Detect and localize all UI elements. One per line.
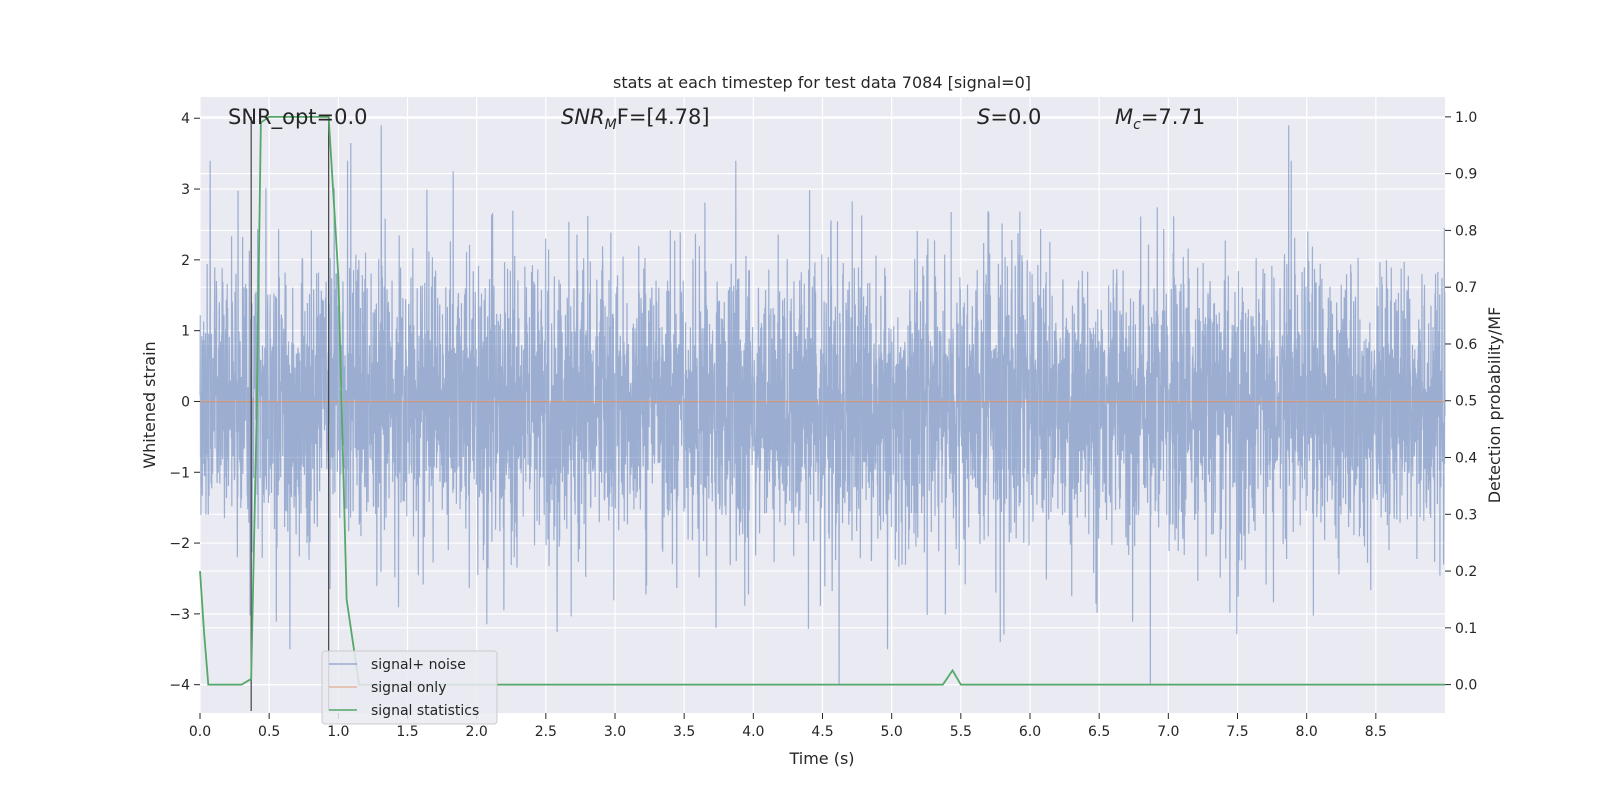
- marker-lines: [250, 117, 330, 711]
- annotation-snr-mf-rest: F=[4.78]: [617, 105, 710, 129]
- y2-tick-label: 0.1: [1455, 621, 1477, 637]
- line-signal-noise: [199, 125, 1446, 685]
- y2-tick-label: 1.0: [1455, 110, 1477, 126]
- x-tick-label: 0.5: [258, 724, 280, 740]
- x-tick-label: 7.5: [1226, 724, 1248, 740]
- x-tick-label: 1.5: [396, 724, 418, 740]
- x-tick-label: 5.5: [950, 724, 972, 740]
- chart-title: stats at each timestep for test data 708…: [613, 73, 1031, 92]
- y-tick-label: −1: [169, 465, 190, 481]
- x-tick-label: 3.5: [673, 724, 695, 740]
- y-tick-label: 1: [181, 324, 190, 340]
- series-signal-noise: [199, 125, 1446, 685]
- x-axis-title: Time (s): [788, 749, 854, 768]
- y2-tick-label: 0.6: [1455, 337, 1477, 353]
- y-tick-label: 0: [181, 394, 190, 410]
- y2-tick-label: 0.9: [1455, 167, 1477, 183]
- x-tick-label: 2.5: [535, 724, 557, 740]
- x-tick-label: 3.0: [604, 724, 626, 740]
- y-tick-label: 4: [181, 111, 190, 127]
- annotation-snr-opt: SNR_opt=0.0: [228, 105, 368, 130]
- y2-tick-label: 0.0: [1455, 678, 1477, 694]
- annotation-s-stat: S=0.0: [977, 105, 1041, 129]
- x-tick-label: 5.0: [881, 724, 903, 740]
- y2-tick-label: 0.7: [1455, 280, 1477, 296]
- x-tick-label: 6.5: [1088, 724, 1110, 740]
- x-axis-ticks: 0.0 0.5 1.0 1.5 2.0 2.5 3.0 3.5 4.0 4.5 5.0 5.5 6.0 6…: [189, 713, 1387, 740]
- y-tick-label: −3: [169, 607, 190, 623]
- legend-label-signal-statistics: signal statistics: [371, 703, 479, 719]
- x-tick-label: 2.0: [466, 724, 488, 740]
- annotation-mc: Mc=7.71: [1115, 105, 1205, 133]
- legend-label-signal-noise: signal+ noise: [371, 657, 466, 673]
- annotation-mc-sub: c: [1133, 117, 1141, 133]
- x-tick-label: 8.0: [1296, 724, 1318, 740]
- y2-tick-label: 0.5: [1455, 394, 1477, 410]
- y2-tick-label: 0.3: [1455, 507, 1477, 523]
- x-tick-label: 7.0: [1157, 724, 1179, 740]
- y2-tick-label: 0.2: [1455, 564, 1477, 580]
- y-tick-label: 2: [181, 253, 190, 269]
- annotation-snr-mf: SNRMF=[4.78]: [561, 105, 710, 133]
- y-tick-label: 3: [181, 182, 190, 198]
- legend-label-signal-only: signal only: [371, 680, 446, 696]
- y-axis-left-ticks: 4 3 2 1 0 −1 −2 −3 −4: [169, 111, 200, 694]
- y2-tick-label: 0.4: [1455, 451, 1477, 467]
- y-tick-label: −4: [169, 678, 190, 694]
- annotation-s-stat-base: S: [977, 105, 990, 129]
- annotation-mc-base: M: [1115, 105, 1133, 129]
- annotation-s-stat-rest: =0.0: [990, 105, 1041, 129]
- x-tick-label: 1.0: [327, 724, 349, 740]
- y-axis-right-ticks: 1.0 0.9 0.8 0.7 0.6 0.5 0.4 0.3 0.2 0.1 0.0: [1445, 110, 1477, 694]
- x-tick-label: 6.0: [1019, 724, 1041, 740]
- annotation-mc-rest: =7.71: [1141, 105, 1205, 129]
- y-axis-right-title: Detection probability/MF: [1485, 307, 1504, 504]
- x-tick-label: 8.5: [1365, 724, 1387, 740]
- x-tick-label: 4.5: [811, 724, 833, 740]
- x-tick-label: 0.0: [189, 724, 211, 740]
- x-tick-label: 4.0: [742, 724, 764, 740]
- annotation-snr-mf-sub: M: [605, 117, 617, 133]
- legend: signal+ noise signal only signal statist…: [321, 650, 498, 725]
- y-axis-left-title: Whitened strain: [140, 341, 159, 468]
- y2-tick-label: 0.8: [1455, 223, 1477, 239]
- y-tick-label: −2: [169, 536, 190, 552]
- legend-box: [321, 650, 498, 725]
- annotation-snr-mf-base: SNR: [561, 105, 605, 129]
